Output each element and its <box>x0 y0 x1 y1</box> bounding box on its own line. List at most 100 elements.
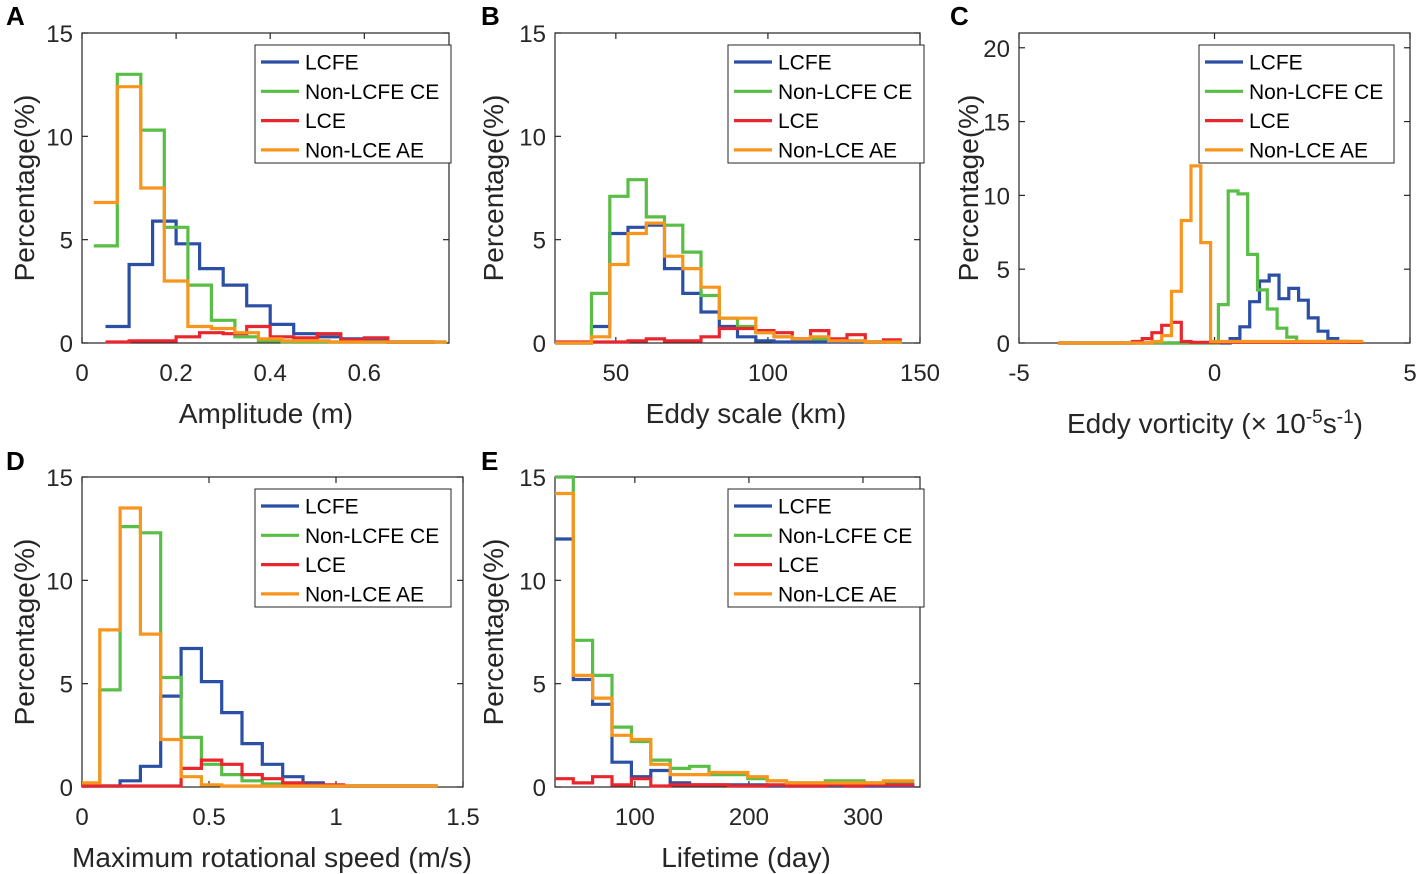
y-tick-label: 10 <box>46 124 73 151</box>
legend-label: Non-LCE AE <box>778 139 897 162</box>
legend-label: Non-LCE AE <box>778 583 897 606</box>
legend-label: Non-LCFE CE <box>1249 81 1383 104</box>
x-tick-label: 150 <box>900 360 940 387</box>
legend-label: LCE <box>778 554 819 577</box>
x-tick-label: 300 <box>843 804 883 831</box>
y-tick-label: 15 <box>519 465 546 492</box>
y-tick-label: 20 <box>983 36 1010 63</box>
series-line-lce <box>105 324 435 344</box>
x-tick-label: 0 <box>75 360 88 387</box>
y-tick-label: 15 <box>46 21 73 48</box>
x-axis-title: Maximum rotational speed (m/s) <box>72 842 472 873</box>
series-line-non-lcfe-ce <box>555 475 915 785</box>
legend-label: LCFE <box>1249 52 1303 75</box>
legend: LCFE Non-LCFE CE LCE Non-LCE AE <box>727 488 925 608</box>
x-axis-title-part: ) <box>1354 408 1363 439</box>
x-tick-label: 0 <box>1208 360 1221 387</box>
y-axis-title: Percentage(%) <box>953 95 984 282</box>
y-tick-label: 0 <box>60 331 73 358</box>
x-tick-label: 100 <box>615 804 655 831</box>
x-tick-label: 0.2 <box>159 360 192 387</box>
legend: LCFE Non-LCFE CE LCE Non-LCE AE <box>727 44 925 164</box>
series-line-non-lce-ae <box>555 491 915 785</box>
legend-label: LCFE <box>305 496 359 519</box>
legend-box <box>727 44 925 164</box>
series-line-lcfe <box>82 646 438 788</box>
legend-box <box>254 488 452 608</box>
x-tick-label: 1.5 <box>446 804 479 831</box>
series-line-non-lcfe-ce <box>1058 189 1364 345</box>
panel-letter: C <box>950 1 969 31</box>
panel-a: 0 5 10 15 0 0.2 0.4 0.6 LCFE Non-LCFE CE LCE Non-LC… <box>6 1 452 429</box>
legend-label: LCE <box>1249 110 1290 133</box>
x-axis-title-part: Eddy vorticity (× 10 <box>1067 408 1306 439</box>
legend-label: LCE <box>305 110 346 133</box>
x-tick-label: 0 <box>75 804 88 831</box>
x-axis-title: Eddy scale (km) <box>646 398 847 429</box>
x-axis-title: Lifetime (day) <box>661 842 831 873</box>
series-line-non-lce-ae <box>1058 164 1364 345</box>
y-axis-title: Percentage(%) <box>9 95 40 282</box>
x-tick-label: 50 <box>602 360 629 387</box>
legend-label: Non-LCE AE <box>305 139 424 162</box>
x-tick-label: 1 <box>329 804 342 831</box>
x-tick-label: 0.5 <box>192 804 225 831</box>
y-tick-label: 5 <box>533 672 546 699</box>
y-tick-label: 0 <box>533 331 546 358</box>
x-axis-title-part: -1 <box>1337 407 1354 428</box>
y-tick-label: 10 <box>983 183 1010 210</box>
x-tick-label: 200 <box>729 804 769 831</box>
y-tick-label: 5 <box>533 228 546 255</box>
x-axis-title-part: s <box>1323 408 1337 439</box>
y-tick-label: 0 <box>533 775 546 802</box>
legend: LCFE Non-LCFE CE LCE Non-LCE AE <box>254 44 452 164</box>
y-tick-label: 5 <box>60 228 73 255</box>
x-axis-title: Eddy vorticity (× 10-5s-1) <box>1067 407 1363 439</box>
y-tick-label: 5 <box>60 672 73 699</box>
y-axis-title: Percentage(%) <box>478 539 509 726</box>
y-tick-label: 15 <box>983 110 1010 137</box>
legend-label: Non-LCE AE <box>1249 139 1368 162</box>
y-tick-label: 15 <box>46 465 73 492</box>
legend-box <box>1198 44 1395 164</box>
legend-label: Non-LCFE CE <box>305 81 439 104</box>
y-tick-label: 0 <box>60 775 73 802</box>
y-tick-label: 15 <box>519 21 546 48</box>
series-line-non-lce-ae <box>93 85 447 344</box>
legend-box <box>727 488 925 608</box>
series-line-non-lce-ae <box>555 221 902 345</box>
series-line-lcfe <box>1058 273 1364 345</box>
legend-label: Non-LCFE CE <box>778 81 912 104</box>
legend-label: Non-LCE AE <box>305 583 424 606</box>
x-axis-title-part: -5 <box>1306 407 1323 428</box>
panel-e: 0 5 10 15 100 200 300 LCFE Non-LCFE CE LCE Non-LCE… <box>478 446 925 873</box>
legend-label: Non-LCFE CE <box>305 525 439 548</box>
x-tick-label: -5 <box>1008 360 1029 387</box>
legend-label: LCFE <box>778 496 832 519</box>
series-line-lce <box>555 775 915 788</box>
y-axis-title: Percentage(%) <box>478 95 509 282</box>
y-tick-label: 10 <box>519 568 546 595</box>
legend: LCFE Non-LCFE CE LCE Non-LCE AE <box>1198 44 1395 164</box>
legend-label: LCFE <box>778 52 832 75</box>
legend-label: LCE <box>305 554 346 577</box>
y-tick-label: 0 <box>997 331 1010 358</box>
series-line-lcfe <box>555 223 902 345</box>
panel-d: 0 5 10 15 0 0.5 1 1.5 LCFE Non-LCFE CE LCE Non-LCE … <box>6 446 480 873</box>
y-tick-label: 10 <box>46 568 73 595</box>
series-line-non-lce-ae <box>82 506 438 788</box>
panel-letter: E <box>481 446 498 476</box>
panel-letter: A <box>6 1 25 31</box>
legend: LCFE Non-LCFE CE LCE Non-LCE AE <box>254 488 452 608</box>
legend-label: LCFE <box>305 52 359 75</box>
legend-box <box>254 44 452 164</box>
panel-b: 0 5 10 15 50 100 150 LCFE Non-LCFE CE LCE Non-LCE … <box>478 1 940 429</box>
y-tick-label: 5 <box>997 257 1010 284</box>
x-tick-label: 0.4 <box>254 360 287 387</box>
x-tick-label: 100 <box>748 360 788 387</box>
x-axis-title: Amplitude (m) <box>179 398 353 429</box>
x-tick-label: 5 <box>1403 360 1416 387</box>
y-tick-label: 10 <box>519 124 546 151</box>
